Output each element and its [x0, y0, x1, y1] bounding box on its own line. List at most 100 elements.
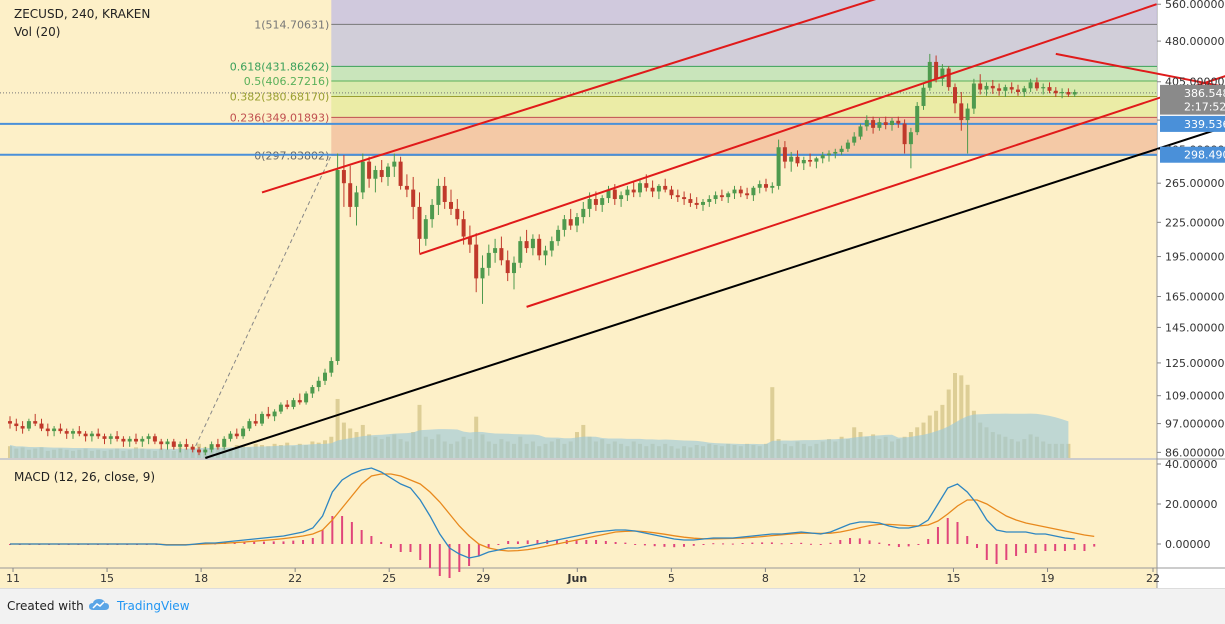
candle-bearish — [990, 85, 995, 89]
candle-bearish — [115, 436, 120, 439]
candle-bullish — [247, 421, 252, 429]
macd-histogram-bar — [946, 518, 949, 544]
macd-histogram-bar — [1005, 544, 1008, 560]
macd-line — [10, 467, 1075, 559]
candle-bearish — [77, 431, 82, 434]
time-tick-label: 25 — [382, 572, 396, 585]
candle-bearish — [675, 195, 680, 198]
tradingview-cloud-icon[interactable] — [88, 598, 110, 612]
candle-bearish — [959, 103, 964, 121]
time-tick-label: 12 — [852, 572, 866, 585]
macd-histogram-bar — [438, 544, 441, 576]
fib-zone — [331, 80, 1157, 97]
price-tick-label: 125.000000 — [1165, 357, 1225, 370]
candle-bullish — [940, 68, 945, 79]
price-badge-label: 386.54885 — [1184, 87, 1225, 100]
time-tick-label: 15 — [100, 572, 114, 585]
macd-histogram-bar — [526, 540, 529, 544]
candle-bearish — [663, 185, 668, 190]
macd-histogram-bar — [1073, 544, 1076, 550]
macd-histogram-bar — [858, 538, 861, 544]
candle-bearish — [871, 120, 876, 128]
candle-bearish — [644, 183, 649, 188]
candle-bullish — [323, 372, 327, 381]
candle-bearish — [795, 156, 800, 164]
candle-bearish — [171, 441, 176, 447]
macd-histogram-bar — [819, 544, 822, 545]
candle-bullish — [146, 436, 151, 439]
candle-bullish — [329, 361, 334, 373]
candle-bearish — [902, 123, 907, 145]
time-tick-label: 11 — [6, 572, 20, 585]
candle-bullish — [272, 411, 277, 417]
candle-bullish — [518, 241, 523, 263]
macd-histogram-bar — [468, 544, 471, 566]
candle-bullish — [241, 428, 246, 437]
candle-bearish — [20, 426, 25, 429]
candle-bearish — [102, 436, 107, 439]
candle-bearish — [367, 161, 372, 179]
candle-bullish — [921, 87, 926, 106]
macd-histogram-bar — [302, 540, 305, 544]
candle-bearish — [499, 248, 504, 261]
volume-bar — [959, 375, 964, 458]
macd-histogram-bar — [653, 544, 656, 547]
candle-bullish — [52, 428, 57, 432]
candle-bearish — [669, 189, 674, 196]
candle-bullish — [486, 252, 491, 268]
macd-tick-label: 40.00000 — [1165, 458, 1218, 471]
candle-bearish — [83, 433, 88, 437]
candle-bullish — [1060, 91, 1065, 94]
candle-bullish — [480, 267, 485, 279]
candle-bullish — [512, 262, 516, 274]
macd-histogram-bar — [722, 543, 725, 545]
candle-bullish — [178, 444, 183, 447]
volume-bar — [953, 373, 957, 458]
candle-bullish — [827, 153, 831, 156]
price-badge-label: 339.53670 — [1184, 118, 1225, 131]
candle-bullish — [335, 170, 340, 362]
candle-bearish — [934, 61, 939, 79]
macd-histogram-bar — [741, 543, 744, 544]
candle-bearish — [1016, 89, 1020, 92]
candle-bullish — [493, 248, 498, 253]
candle-bearish — [1066, 91, 1071, 95]
candle-bearish — [537, 238, 542, 256]
macd-histogram-bar — [995, 544, 998, 564]
trendline-upper-channel-mid — [419, 3, 1157, 256]
macd-histogram-bar — [878, 542, 881, 544]
candle-bearish — [39, 423, 44, 429]
macd-histogram-bar — [419, 544, 422, 560]
candle-bearish — [411, 189, 416, 207]
macd-histogram-bar — [936, 527, 939, 544]
candle-bearish — [688, 199, 693, 203]
candle-bearish — [442, 185, 447, 202]
macd-histogram-bar — [907, 544, 910, 547]
macd-histogram-bar — [341, 516, 344, 544]
price-badge — [1160, 84, 1225, 101]
time-tick-label: 15 — [947, 572, 961, 585]
candle-bearish — [96, 433, 101, 437]
tradingview-link[interactable]: TradingView — [117, 599, 190, 613]
macd-histogram-bar — [282, 541, 285, 544]
candle-bullish — [751, 187, 756, 196]
candle-bearish — [1053, 90, 1058, 94]
candle-bearish — [896, 120, 901, 124]
fib-level-label: 0.5(406.27216) — [244, 75, 330, 88]
macd-histogram-bar — [849, 538, 852, 544]
time-tick-label: Jun — [566, 572, 587, 585]
volume-bar — [770, 387, 775, 458]
candle-bearish — [455, 208, 460, 220]
macd-histogram-bar — [761, 542, 764, 544]
candle-bearish — [285, 404, 290, 407]
candle-bullish — [587, 199, 592, 209]
candle-bearish — [461, 219, 466, 237]
candle-bullish — [1041, 87, 1046, 89]
candle-bullish — [732, 189, 737, 194]
macd-histogram-bar — [536, 540, 539, 544]
candle-bearish — [745, 193, 750, 196]
volume-indicator-label: Vol (20) — [14, 25, 60, 39]
candle-bearish — [782, 147, 787, 162]
candle-bullish — [606, 189, 611, 199]
macd-histogram-bar — [292, 540, 295, 544]
